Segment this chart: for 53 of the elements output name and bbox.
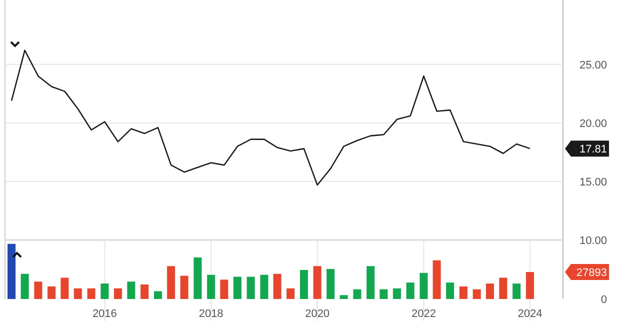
y-tick-label: 25.00 bbox=[579, 59, 607, 72]
bar bbox=[207, 274, 216, 299]
y-tick-label: 15.00 bbox=[579, 176, 607, 188]
bar bbox=[194, 257, 202, 299]
bar bbox=[326, 269, 335, 299]
bar bbox=[420, 272, 428, 299]
x-tick-label: 2020 bbox=[305, 308, 330, 320]
bar bbox=[74, 288, 82, 299]
line-series bbox=[10, 50, 531, 186]
bar bbox=[499, 278, 508, 299]
bar bbox=[127, 282, 136, 299]
bar bbox=[8, 244, 16, 299]
bar bbox=[446, 282, 454, 299]
x-tick-label: 2024 bbox=[518, 308, 542, 320]
bar bbox=[100, 284, 109, 299]
bar bbox=[140, 284, 149, 299]
bar bbox=[300, 270, 308, 299]
x-tick-label: 2022 bbox=[411, 308, 436, 320]
y-tick-label: 17.81 bbox=[579, 144, 607, 156]
bar bbox=[233, 276, 242, 299]
bar bbox=[20, 274, 29, 299]
bar bbox=[114, 288, 122, 299]
bar bbox=[459, 286, 468, 299]
bar bbox=[180, 276, 188, 299]
y-tick-label: 10.00 bbox=[579, 235, 607, 247]
bar bbox=[48, 286, 56, 299]
bar bbox=[34, 282, 42, 299]
bar bbox=[432, 260, 441, 299]
bar bbox=[260, 274, 268, 299]
bar bbox=[273, 274, 282, 299]
x-tick-label: 2016 bbox=[92, 308, 117, 320]
bar bbox=[340, 295, 348, 299]
bar bbox=[87, 288, 96, 299]
bar bbox=[380, 289, 388, 299]
bar bbox=[392, 288, 401, 299]
bar bbox=[286, 288, 295, 299]
bar bbox=[526, 272, 534, 299]
bar bbox=[406, 282, 414, 299]
x-tick-label: 2018 bbox=[198, 308, 224, 320]
bar bbox=[167, 266, 176, 299]
y-tick-label: 0 bbox=[600, 294, 607, 306]
bar bbox=[220, 280, 228, 299]
bar bbox=[313, 266, 322, 299]
bar bbox=[353, 289, 362, 299]
y-tick-label: 20.00 bbox=[579, 118, 607, 130]
bar bbox=[486, 284, 494, 299]
bar bbox=[60, 278, 69, 299]
bar bbox=[512, 284, 521, 299]
bar bbox=[154, 291, 162, 299]
bar bbox=[366, 266, 375, 299]
bar bbox=[472, 289, 481, 299]
bar bbox=[246, 276, 255, 299]
y-tick-label: 27893 bbox=[576, 267, 607, 280]
